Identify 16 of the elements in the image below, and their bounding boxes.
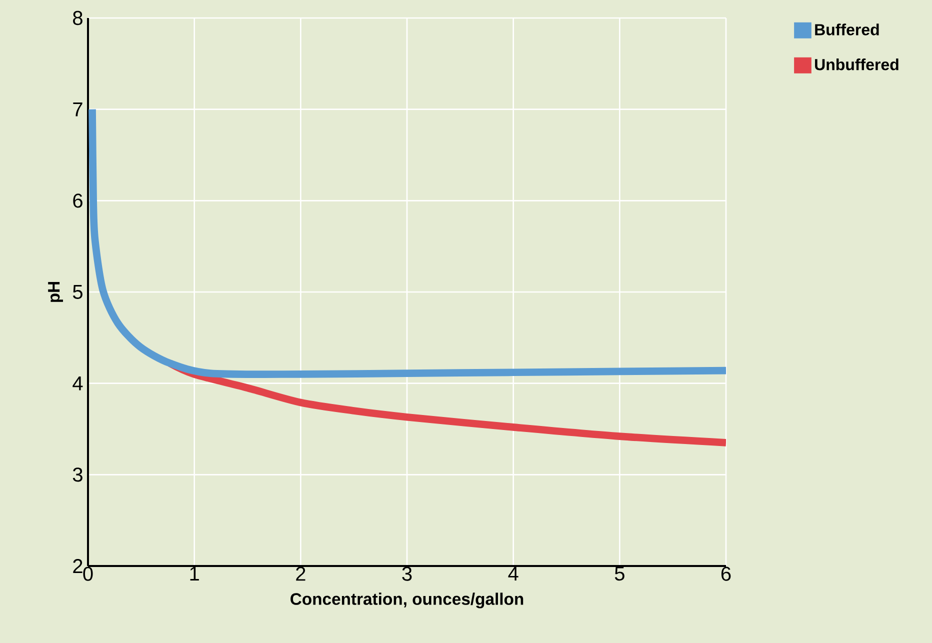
y-tick-label: 5 bbox=[72, 285, 82, 299]
y-axis-title: pH bbox=[48, 282, 64, 302]
x-tick-label: 6 bbox=[721, 566, 731, 581]
x-tick-label: 3 bbox=[402, 566, 412, 581]
x-axis-title: Concentration, ounces/gallon bbox=[290, 592, 524, 608]
x-tick-label: 4 bbox=[508, 566, 518, 580]
legend-label: Unbuffered bbox=[815, 58, 898, 70]
x-tick-label: 2 bbox=[296, 566, 306, 581]
x-tick-label: 0 bbox=[83, 566, 93, 581]
y-tick-label: 7 bbox=[73, 102, 82, 116]
y-tick-label: 6 bbox=[73, 194, 82, 208]
y-tick-label: 3 bbox=[72, 468, 82, 482]
x-tick-label: 1 bbox=[190, 566, 199, 580]
y-tick-label: 8 bbox=[73, 10, 82, 26]
y-tick-label: 4 bbox=[72, 376, 83, 390]
legend-label: Buffered bbox=[815, 24, 879, 36]
